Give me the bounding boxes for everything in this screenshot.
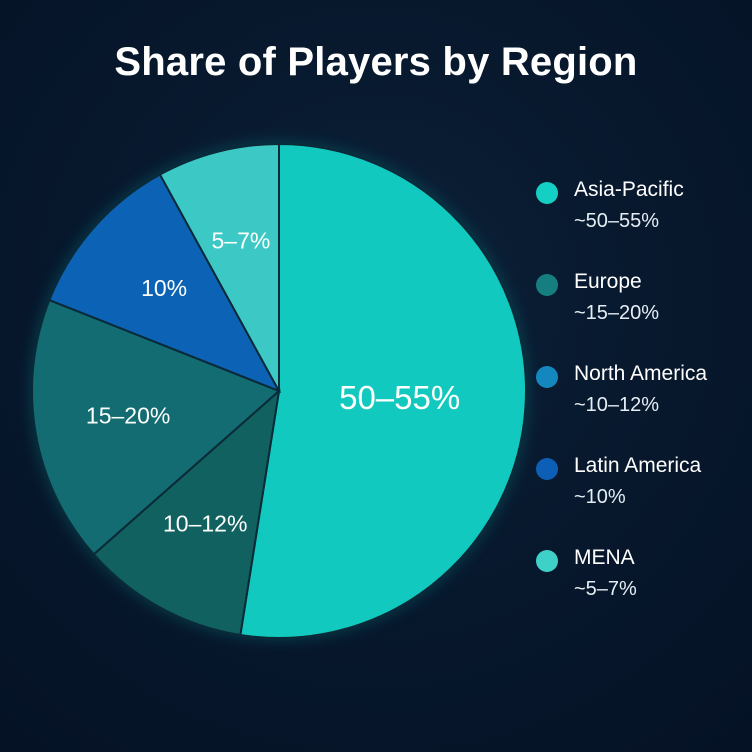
legend-item-asia-pacific[interactable]: Asia-Pacific ~50–55% <box>536 178 746 270</box>
legend-range: ~10–12% <box>574 394 660 416</box>
slice-label-4: 5–7% <box>212 228 271 254</box>
pie-slice-4[interactable] <box>158 142 280 392</box>
legend-item-latin-america[interactable]: Latin America ~10% <box>536 454 746 546</box>
pie-slice-3[interactable] <box>48 173 282 393</box>
legend-label: Asia-Pacific <box>574 178 684 201</box>
chart-title: Share of Players by Region <box>114 40 638 84</box>
legend-swatch <box>536 366 558 388</box>
legend-item-mena[interactable]: MENA ~5–7% <box>536 546 746 638</box>
pie-slice-1[interactable] <box>92 388 281 637</box>
legend: Asia-Pacific ~50–55% Europe ~15–20% Nort… <box>536 178 746 638</box>
legend-range: ~10% <box>574 486 626 508</box>
legend-range: ~5–7% <box>574 578 637 600</box>
legend-range: ~15–20% <box>574 302 660 324</box>
slice-label-0: 50–55% <box>339 379 460 416</box>
slice-label-2: 15–20% <box>86 402 170 428</box>
legend-item-europe[interactable]: Europe ~15–20% <box>536 270 746 362</box>
legend-label: Europe <box>574 270 642 293</box>
legend-swatch <box>536 550 558 572</box>
legend-swatch <box>536 458 558 480</box>
slice-label-3: 10% <box>141 275 187 301</box>
legend-label: North America <box>574 362 708 385</box>
slice-label-1: 10–12% <box>163 510 247 536</box>
pie-slices <box>31 142 528 639</box>
legend-swatch <box>536 274 558 296</box>
pie-slice-0[interactable] <box>239 142 528 639</box>
legend-range: ~50–55% <box>574 210 660 232</box>
legend-swatch <box>536 182 558 204</box>
pie-labels: 50–55% 10–12% 15–20% 10% 5–7% <box>86 228 460 537</box>
legend-item-north-america[interactable]: North America ~10–12% <box>536 362 746 454</box>
legend-label: MENA <box>574 546 635 569</box>
pie-slice-2[interactable] <box>31 298 281 556</box>
legend-label: Latin America <box>574 454 702 477</box>
